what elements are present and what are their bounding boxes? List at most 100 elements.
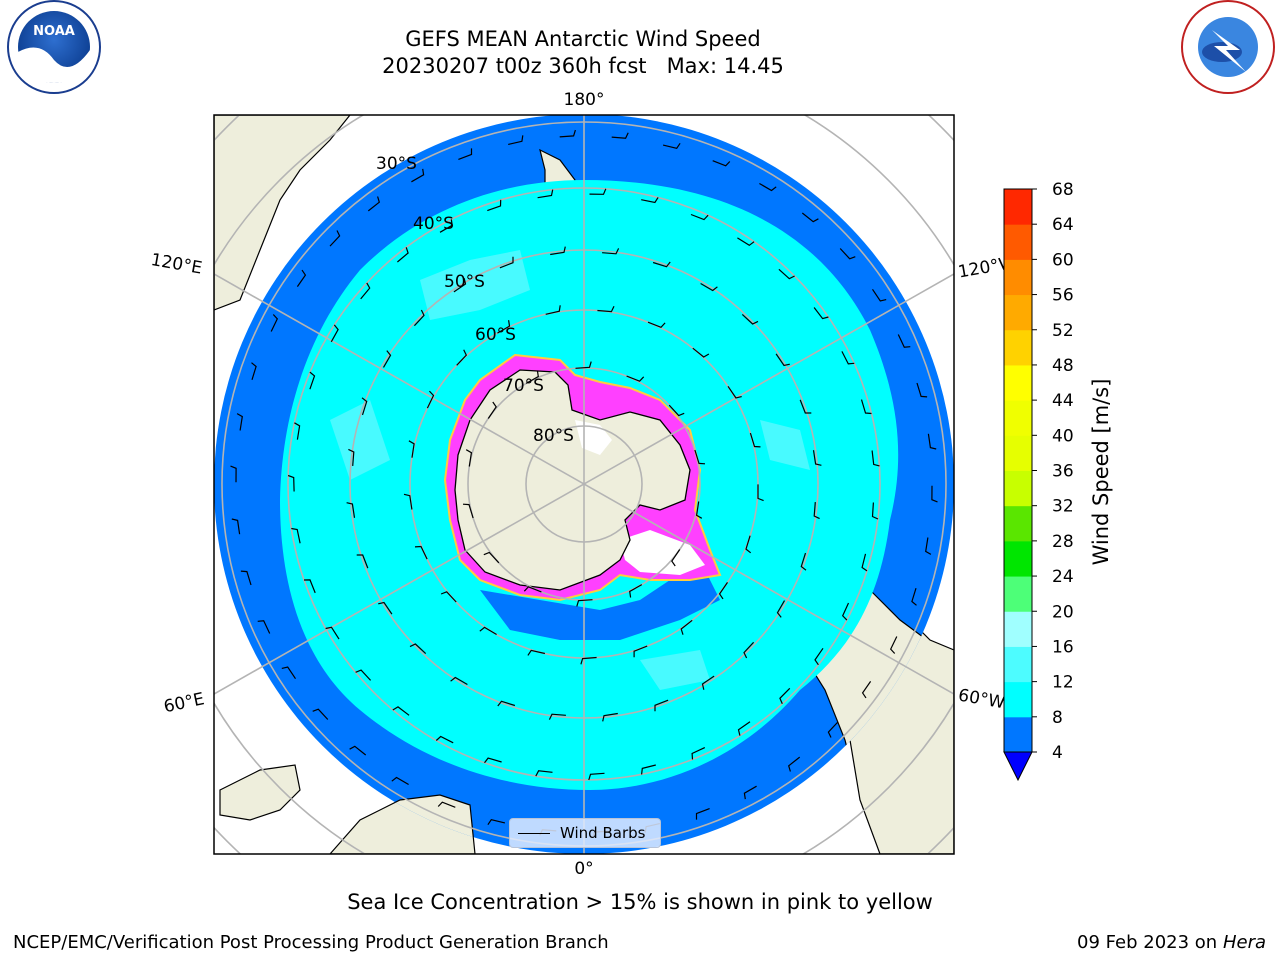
wind-barb: [694, 449, 706, 465]
wind-barb: [897, 334, 911, 348]
colorbar-segment: [1004, 716, 1032, 753]
wind-barb: [589, 188, 607, 195]
wind-barb: [889, 636, 898, 654]
antarctica: [454, 369, 691, 591]
colorbar-tick-label: 20: [1052, 602, 1074, 622]
footer-machine: Hera: [1222, 932, 1266, 953]
wind-barb: [409, 643, 427, 655]
wind-barb: [231, 518, 241, 535]
wind-barb: [487, 199, 502, 212]
wind-barb: [355, 669, 372, 681]
wind-barb: [588, 772, 605, 781]
wind-barb: [861, 681, 872, 699]
footer-date: 09 Feb 2023 on Hera: [1077, 932, 1266, 953]
colorbar-tick-label: 12: [1052, 673, 1074, 693]
wind-barb: [240, 570, 252, 586]
wind-barb: [911, 588, 917, 606]
sea-ice-caption: Sea Ice Concentration > 15% is shown in …: [347, 890, 933, 914]
wind-barb: [411, 168, 425, 183]
wind-barb: [745, 535, 752, 554]
lon-label-60e: 60°E: [162, 689, 206, 717]
wind-barb: [749, 432, 761, 448]
wind-barb: [680, 619, 693, 635]
wind-barb: [629, 584, 643, 598]
colorbar-segment: [1004, 400, 1032, 436]
colorbar-tick-label: 68: [1052, 180, 1074, 200]
colorbar-segment: [1004, 505, 1032, 542]
wind-barb: [535, 770, 553, 777]
noaa-logo: NOAA: [7, 0, 101, 94]
wind-barb: [462, 503, 474, 519]
wind-barb: [602, 248, 620, 255]
wind-barb: [641, 764, 656, 775]
wind-barb: [841, 351, 855, 365]
wind-barb: [257, 620, 271, 634]
wind-barb: [799, 399, 812, 414]
wind-barb: [695, 808, 710, 820]
wind-barb: [860, 399, 872, 415]
colorbar-segment: [1004, 435, 1032, 471]
wind-barb: [525, 370, 539, 384]
lat-label-50s: 50°S: [444, 272, 485, 292]
wind-barb: [800, 552, 807, 571]
lat-label-70s: 70°S: [503, 376, 544, 396]
wind-barb: [701, 675, 715, 690]
wind-barb: [456, 349, 468, 366]
wind-barb: [312, 708, 329, 720]
wind-barb: [230, 465, 237, 483]
wind-barb: [827, 721, 839, 738]
wind-barb: [251, 362, 257, 380]
wind-barb: [291, 527, 301, 544]
colorbar-segment: [1004, 224, 1032, 260]
colorbar-segment: [1004, 681, 1032, 718]
wind-barb: [349, 745, 367, 756]
wind-barb: [414, 545, 428, 560]
wind-barb: [668, 404, 685, 417]
wind-barb: [652, 261, 671, 268]
colorbar-segment: [1004, 189, 1032, 225]
colorbar-tick-label: 28: [1052, 532, 1074, 552]
wind-barb: [743, 641, 755, 659]
wind-barb: [348, 448, 355, 466]
wind-barb: [458, 148, 473, 160]
wind-barb: [925, 537, 932, 555]
lat-label-30s: 30°S: [376, 154, 417, 174]
wind-barb: [325, 626, 340, 640]
wind-barb: [775, 353, 790, 367]
lat-label-80s: 80°S: [533, 426, 574, 446]
colorbar-tick-label: 40: [1052, 426, 1074, 446]
wind-barbs: [230, 129, 938, 839]
wind-barb: [487, 819, 506, 826]
wind-barb: [361, 397, 368, 416]
chart-title: GEFS MEAN Antarctic Wind Speed: [405, 27, 761, 51]
wind-barb: [550, 246, 566, 256]
wind-barb: [690, 213, 709, 221]
wind-zone-4-8-inner: [480, 560, 720, 640]
wind-barb: [508, 135, 524, 145]
wind-barb: [499, 256, 514, 269]
wind-barb: [497, 320, 511, 334]
colorbar-tick-label: 56: [1052, 286, 1074, 306]
lat-label-60s: 60°S: [475, 325, 516, 345]
wind-barb: [465, 449, 473, 467]
wind-barb: [580, 656, 597, 665]
colorbar-tick-label: 44: [1052, 391, 1074, 411]
wind-barb: [287, 474, 295, 492]
colorbar-tick-label: 16: [1052, 637, 1074, 657]
colorbar-tick-label: 64: [1052, 215, 1074, 235]
wind-barb: [718, 582, 728, 600]
wind-barb: [330, 324, 339, 343]
wind-barb: [426, 390, 435, 409]
wind-barb: [812, 450, 822, 466]
wind-barb: [602, 712, 618, 722]
wind-barb: [497, 700, 516, 707]
wind-barb: [647, 321, 666, 329]
wind-barb: [527, 649, 546, 656]
wind-barb: [801, 212, 819, 223]
wind-barb: [392, 706, 410, 716]
legend-label: Wind Barbs: [560, 824, 646, 842]
colorbar-tick-label: 48: [1052, 356, 1074, 376]
wind-barb: [397, 247, 409, 263]
wind-barb: [408, 440, 415, 458]
map-frame: [213, 114, 955, 855]
